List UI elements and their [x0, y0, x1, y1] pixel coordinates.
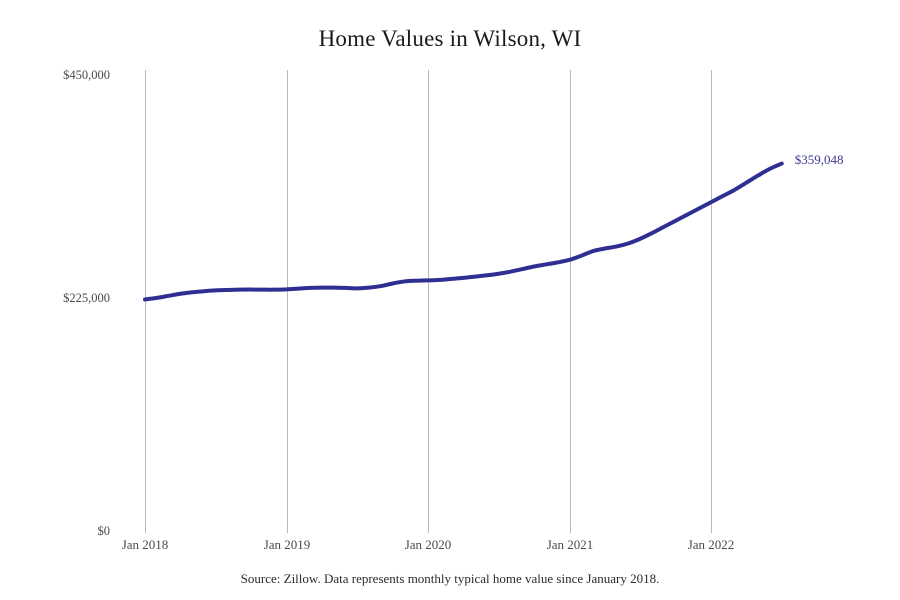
x-axis-tick-label-jan-2018: Jan 2018	[121, 537, 169, 552]
x-axis-tick-label-jan-2019: Jan 2019	[263, 537, 311, 552]
x-axis-tick-label-jan-2022: Jan 2022	[687, 537, 735, 552]
y-axis-tick-label-225000: $225,000	[63, 291, 110, 305]
home-value-line-series	[143, 161, 784, 302]
source-note: Source: Zillow. Data represents monthly …	[240, 571, 660, 586]
y-axis-tick-label-450000: $450,000	[63, 68, 110, 82]
y-axis-tick-label-0: $0	[97, 524, 111, 538]
x-axis-tick-label-jan-2020: Jan 2020	[404, 537, 452, 552]
end-value-annotation: $359,048	[794, 151, 844, 167]
x-axis-tick-label-jan-2021: Jan 2021	[546, 537, 594, 552]
chart-title: Home Values in Wilson, WI	[318, 26, 582, 51]
vertical-gridlines	[145, 70, 712, 533]
